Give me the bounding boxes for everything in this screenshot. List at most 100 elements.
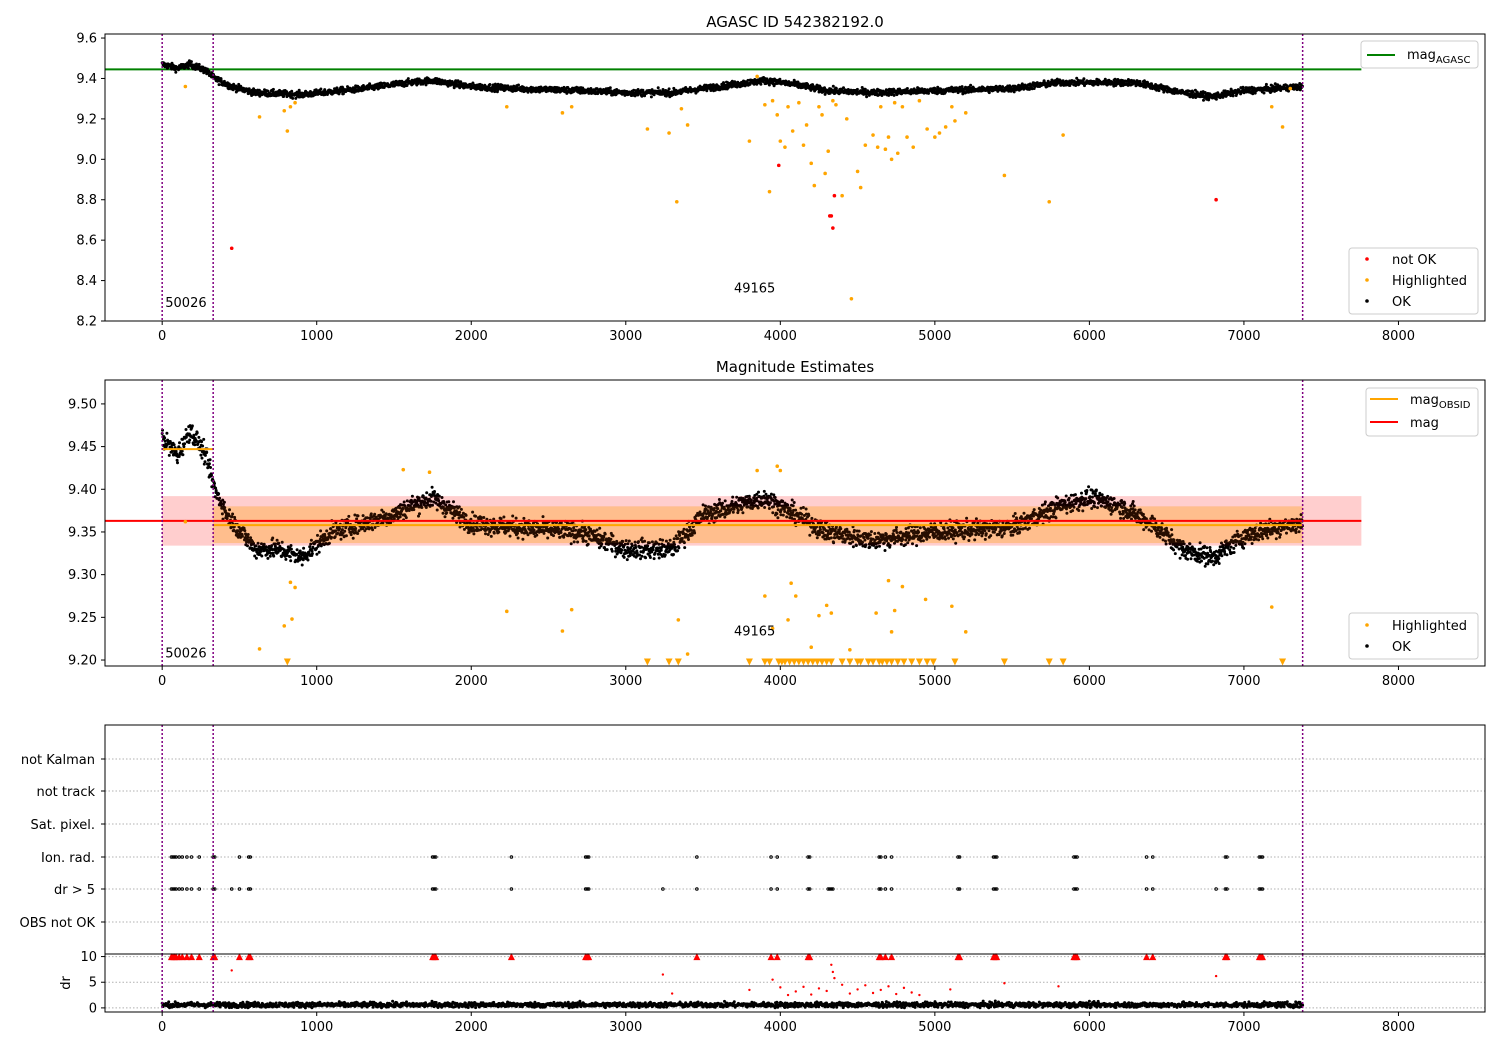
legend-label: OK: [1392, 295, 1411, 310]
ok-point: [183, 442, 187, 446]
ok-point: [200, 456, 204, 460]
highlighted-point: [834, 102, 838, 107]
highlighted-point: [679, 106, 684, 111]
ok-point: [310, 552, 314, 556]
not-ok-point: [829, 214, 834, 218]
ok-point: [182, 445, 186, 449]
ok-point: [178, 441, 181, 445]
highlighted-point: [855, 169, 860, 174]
highlighted-point: [809, 161, 814, 166]
ok-point: [315, 552, 319, 556]
ok-point: [197, 62, 201, 66]
ok-point: [860, 86, 864, 89]
ok-point: [863, 87, 867, 91]
highlighted-point: [786, 104, 790, 109]
ok-point: [759, 82, 763, 86]
ok-point: [176, 461, 179, 465]
highlighted-point: [886, 135, 891, 139]
highlighted-point: [767, 189, 772, 194]
ok-point: [657, 556, 661, 560]
ok-point: [272, 554, 276, 558]
ok-point: [1214, 97, 1218, 101]
ok-point: [188, 438, 192, 442]
ok-point: [205, 67, 209, 71]
highlighted-point: [963, 111, 968, 115]
ok-point: [284, 557, 288, 561]
ok-point: [620, 548, 624, 552]
ok-point: [207, 462, 211, 466]
ok-point: [193, 443, 197, 447]
x-tick-label: 5000: [918, 329, 951, 344]
ok-point: [562, 85, 566, 89]
ok-point: [767, 83, 771, 87]
highlighted-point: [770, 98, 775, 103]
ok-point: [405, 84, 409, 87]
ok-point: [306, 558, 310, 562]
ok-point: [285, 90, 289, 94]
highlighted-point: [820, 113, 824, 117]
highlighted-point: [849, 296, 854, 301]
ok-point: [167, 453, 171, 457]
ok-point: [927, 91, 930, 95]
legend-subscript: AGASC: [1436, 55, 1471, 66]
ok-point: [748, 82, 752, 86]
y-tick-label: 9.6: [76, 32, 97, 47]
ok-point: [1202, 98, 1205, 102]
ok-point: [1055, 77, 1059, 81]
ok-point: [834, 87, 838, 90]
highlighted-point: [778, 139, 783, 143]
highlighted-point: [1002, 173, 1007, 178]
ok-point: [885, 88, 889, 92]
ok-point: [674, 545, 677, 549]
not-ok-point: [229, 246, 234, 251]
ok-point: [208, 458, 212, 462]
ok-point: [705, 89, 709, 93]
ok-point: [608, 86, 612, 90]
y-tick-label: 8.2: [76, 315, 97, 330]
ok-point: [417, 77, 421, 81]
ok-point: [406, 77, 410, 81]
ok-point: [254, 556, 258, 560]
highlighted-point: [775, 113, 780, 117]
highlighted-point: [183, 84, 188, 89]
legend-bottom: not OK Highlighted OK: [1348, 247, 1479, 315]
ok-point: [987, 91, 991, 95]
ok-point: [425, 491, 429, 495]
ok-point: [652, 557, 656, 561]
highlighted-point: [674, 199, 679, 204]
ok-point: [733, 80, 737, 84]
ok-point: [1262, 91, 1266, 95]
ok-point: [184, 428, 188, 431]
ok-point: [186, 66, 190, 70]
highlighted-point: [755, 74, 759, 79]
highlighted-point: [288, 104, 293, 109]
ok-point: [195, 431, 199, 435]
not-ok-point: [1214, 197, 1218, 202]
ok-point: [1082, 77, 1086, 81]
ok-point: [589, 87, 593, 90]
ok-point: [960, 85, 964, 89]
ok-point: [865, 95, 869, 99]
ok-point: [664, 94, 668, 98]
highlighted-point: [801, 143, 806, 147]
ok-point: [217, 83, 221, 87]
ok-point: [189, 60, 193, 64]
ok-point: [1231, 94, 1235, 98]
ok-point: [174, 70, 178, 74]
ok-point: [969, 83, 973, 87]
x-tick-label: 0: [158, 329, 166, 344]
legend-label: not OK: [1392, 253, 1437, 268]
highlighted-point: [831, 98, 835, 103]
chart-title: Magnitude Estimates: [716, 358, 874, 376]
ok-point: [190, 424, 194, 428]
highlighted-point: [953, 119, 957, 123]
highlighted-point: [925, 127, 929, 131]
highlighted-point: [871, 133, 875, 137]
ok-point: [308, 545, 312, 549]
ok-point: [181, 453, 185, 457]
highlighted-point: [257, 115, 262, 119]
ok-point: [319, 87, 323, 91]
ok-point: [367, 87, 371, 91]
ok-point: [667, 87, 671, 91]
ok-point: [656, 86, 660, 90]
